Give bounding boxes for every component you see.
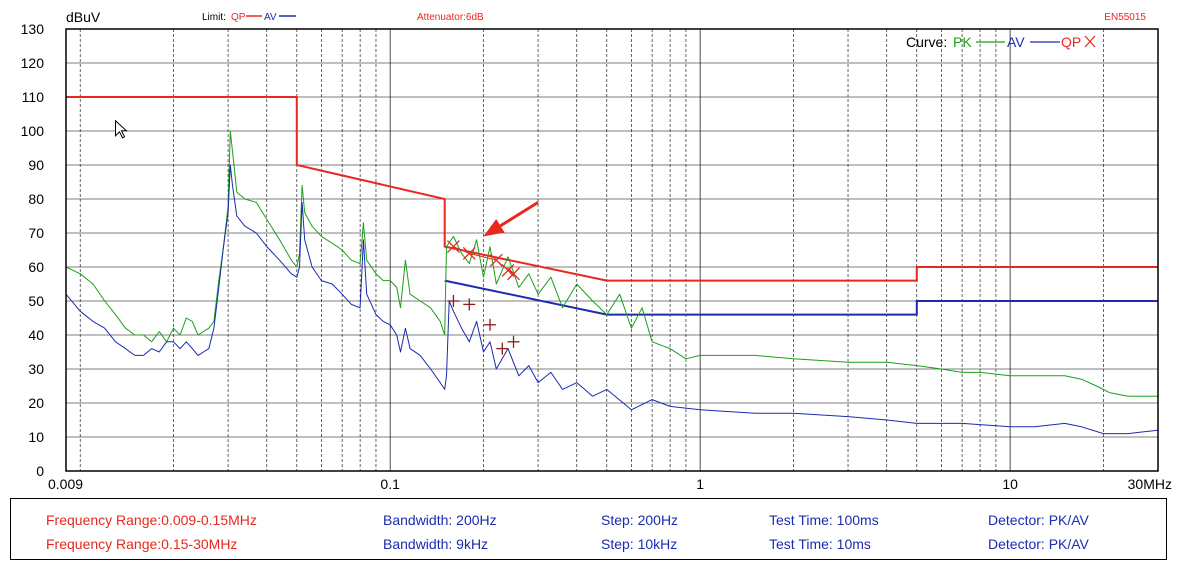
qp-marker <box>462 246 476 260</box>
plot-frame <box>65 28 1159 472</box>
mouse-cursor-icon <box>115 119 128 139</box>
series-line-av <box>65 164 1159 435</box>
standard-label: EN55015 <box>1104 12 1146 23</box>
x-tick-label: 0.1 <box>380 476 400 492</box>
x-tick-label: 1 <box>696 476 704 492</box>
y-tick-label: 70 <box>28 225 44 241</box>
info-row-1: Frequency Range:0.009-0.15MHz Bandwidth:… <box>11 510 1166 532</box>
step-1: Step: 200Hz <box>601 512 679 528</box>
av-marker <box>463 298 476 311</box>
frequency-range-2: Frequency Range:0.15-30MHz <box>46 536 238 552</box>
test-time-1: Test Time: 100ms <box>769 512 879 528</box>
series-lines <box>65 130 1159 435</box>
test-time-2: Test Time: 10ms <box>769 536 871 552</box>
limit-header: Limit: QP AV Attenuator:6dB EN55015 <box>202 12 1146 23</box>
av-marker <box>484 318 497 331</box>
y-tick-label: 130 <box>21 21 45 37</box>
y-tick-label: 60 <box>28 259 44 275</box>
legend-qp-marker <box>1084 35 1096 48</box>
measurement-info-box: Frequency Range:0.009-0.15MHz Bandwidth:… <box>10 498 1167 560</box>
x-tick-label: 30MHz <box>1128 476 1172 492</box>
limit-prefix: Limit: <box>202 12 226 23</box>
y-tick-label: 120 <box>21 55 45 71</box>
cursor-arrow <box>115 119 128 139</box>
detector-1: Detector: PK/AV <box>988 512 1089 528</box>
x-tick-label: 0.009 <box>48 476 83 492</box>
y-tick-label: 100 <box>21 123 45 139</box>
y-tick-label: 80 <box>28 191 44 207</box>
y-tick-label: 10 <box>28 429 44 445</box>
y-tick-label: 20 <box>28 395 44 411</box>
limit-line-av <box>444 279 1158 316</box>
legend-av-label: AV <box>1007 34 1025 50</box>
x-tick-label: 10 <box>1002 476 1018 492</box>
y-tick-label: 50 <box>28 293 44 309</box>
step-2: Step: 10kHz <box>601 536 678 552</box>
av-marker <box>447 295 460 307</box>
av-marker <box>496 342 509 355</box>
bandwidth-2: Bandwidth: 9kHz <box>383 536 489 552</box>
y-axis-label: dBuV <box>66 9 101 25</box>
frequency-range-1: Frequency Range:0.009-0.15MHz <box>46 512 257 528</box>
limit-av-label: AV <box>264 12 277 23</box>
qp-marker <box>507 267 520 281</box>
legend-prefix: Curve: <box>906 34 947 50</box>
series-line-pk <box>65 130 1158 397</box>
grid <box>65 28 1158 472</box>
limit-qp-label: QP <box>231 12 246 23</box>
info-row-2: Frequency Range:0.15-30MHz Bandwidth: 9k… <box>11 534 1166 556</box>
y-tick-label: 90 <box>28 157 44 173</box>
y-tick-label: 30 <box>28 361 44 377</box>
qp-marker <box>446 240 460 254</box>
limit-lines <box>66 96 1158 316</box>
legend: Curve: PK AV QP <box>906 34 1096 50</box>
y-tick-label: 0 <box>36 463 44 479</box>
av-marker <box>507 335 520 348</box>
detector-2: Detector: PK/AV <box>988 536 1089 552</box>
qp-marker <box>489 253 503 267</box>
attenuator-label: Attenuator:6dB <box>417 12 484 23</box>
legend-pk-label: PK <box>953 34 972 50</box>
bandwidth-1: Bandwidth: 200Hz <box>383 512 497 528</box>
annotation-arrow <box>483 201 539 237</box>
limit-line-qp <box>66 96 1158 282</box>
y-tick-label: 110 <box>22 89 45 105</box>
arrow-shaft <box>499 201 539 228</box>
arrow-head <box>483 219 505 237</box>
y-tick-label: 40 <box>28 327 44 343</box>
markers <box>446 240 520 355</box>
legend-qp-label: QP <box>1061 34 1081 50</box>
